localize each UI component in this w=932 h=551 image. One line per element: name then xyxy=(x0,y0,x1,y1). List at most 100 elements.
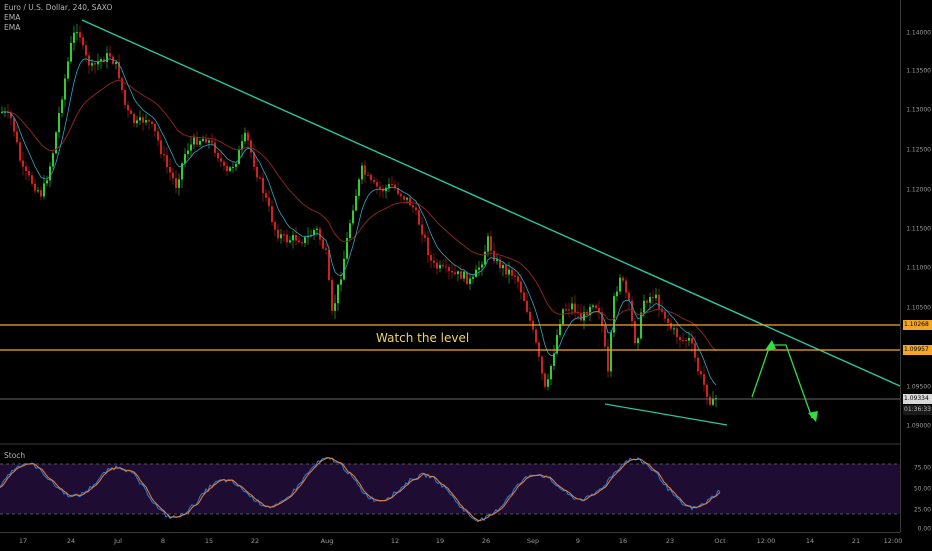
candle-body xyxy=(562,309,564,325)
time-tick: Jul xyxy=(114,537,122,545)
candle-body xyxy=(481,264,483,268)
candle-body xyxy=(415,207,417,211)
candle-body xyxy=(163,154,165,156)
time-tick: 23 xyxy=(665,537,675,545)
candle-body xyxy=(343,258,345,280)
candle-body xyxy=(412,205,414,208)
candle-body xyxy=(154,124,156,132)
candle-body xyxy=(691,337,693,344)
time-tick: 14 xyxy=(805,537,815,545)
candle-body xyxy=(319,228,321,240)
candle-body xyxy=(700,371,702,375)
candle-body xyxy=(634,321,636,344)
candle-body xyxy=(226,165,228,172)
candle-body xyxy=(388,184,390,188)
candle-body xyxy=(409,197,411,206)
candle-body xyxy=(259,177,261,179)
candle-body xyxy=(679,337,681,340)
candle-body xyxy=(610,332,612,372)
time-tick: 12:00 xyxy=(756,537,776,545)
candle-body xyxy=(682,339,684,341)
time-tick: 26 xyxy=(481,537,491,545)
candle-body xyxy=(493,250,495,262)
candle-body xyxy=(427,237,429,256)
candle-body xyxy=(601,312,603,326)
ema-fast-line xyxy=(2,58,717,386)
candle-body xyxy=(193,137,195,145)
candle-body xyxy=(295,235,297,241)
candle-body xyxy=(118,62,120,79)
time-tick: Sep xyxy=(526,537,540,545)
price-tick: 1.09500 xyxy=(906,383,931,391)
candle-body xyxy=(241,141,243,150)
candle-body xyxy=(649,297,651,303)
ema-slow-line xyxy=(2,80,717,352)
candle-body xyxy=(463,271,465,279)
stoch-label[interactable]: Stoch xyxy=(4,451,26,460)
bar-countdown: 01:36:33 xyxy=(903,405,932,415)
candle-body xyxy=(697,357,699,372)
candle-body xyxy=(31,175,33,184)
candle-body xyxy=(94,63,96,65)
candle-body xyxy=(289,240,291,243)
candle-body xyxy=(214,142,216,153)
lower-wedge-line[interactable] xyxy=(604,403,728,426)
candle-body xyxy=(406,197,408,200)
stoch-d-line xyxy=(0,457,721,522)
candle-body xyxy=(442,264,444,267)
candle-body xyxy=(217,152,219,159)
candle-body xyxy=(142,117,144,123)
candle-body xyxy=(436,262,438,269)
candle-body xyxy=(133,113,135,124)
candle-body xyxy=(178,179,180,188)
candle-body xyxy=(676,328,678,338)
ema-legend-2[interactable]: EMA xyxy=(4,23,21,32)
time-axis[interactable]: 17 24 Jul 8 15 22 Aug 12 19 26 Sep 9 16 … xyxy=(0,532,902,551)
candle-body xyxy=(508,269,510,275)
candle-body xyxy=(394,184,396,188)
candle-body xyxy=(664,311,666,319)
candle-body xyxy=(1,111,3,113)
candle-body xyxy=(655,294,657,299)
candle-body xyxy=(328,250,330,281)
candle-body xyxy=(685,340,687,342)
descending-trendline[interactable] xyxy=(81,19,901,387)
candle-body xyxy=(202,138,204,141)
candle-body xyxy=(187,150,189,155)
price-tick: 1.10500 xyxy=(906,304,931,312)
candle-body xyxy=(25,166,27,172)
candle-body xyxy=(373,179,375,183)
time-tick: 19 xyxy=(435,537,445,545)
symbol-title[interactable]: Euro / U.S. Dollar, 240, SAXO xyxy=(4,3,113,12)
candle-body xyxy=(334,303,336,311)
candle-body xyxy=(397,187,399,194)
candle-body xyxy=(148,120,150,122)
candle-body xyxy=(313,230,315,236)
stoch-tick: 25.00 xyxy=(913,506,931,514)
projection-arrow-path[interactable] xyxy=(751,344,813,419)
price-tick: 1.11500 xyxy=(906,225,931,233)
candle-body xyxy=(55,132,57,154)
candle-body xyxy=(220,158,222,162)
candle-body xyxy=(349,223,351,239)
candle-body xyxy=(658,294,660,309)
candle-body xyxy=(127,104,129,111)
candle-body xyxy=(544,373,546,387)
candle-body xyxy=(247,132,249,141)
candle-body xyxy=(568,309,570,311)
candle-body xyxy=(130,110,132,114)
candle-body xyxy=(10,112,12,119)
candle-body xyxy=(280,234,282,239)
ema-legend-1[interactable]: EMA xyxy=(4,13,21,22)
candle-body xyxy=(496,259,498,262)
candle-body xyxy=(454,272,456,274)
candle-body xyxy=(661,308,663,312)
candle-body xyxy=(262,177,264,194)
candle-body xyxy=(109,53,111,57)
candle-body xyxy=(238,149,240,165)
candle-body xyxy=(520,281,522,293)
watch-level-annotation[interactable]: Watch the level xyxy=(376,331,470,345)
price-axis[interactable]: 1.14000 1.13500 1.13000 1.12500 1.12000 … xyxy=(900,0,932,533)
candle-body xyxy=(244,132,246,142)
